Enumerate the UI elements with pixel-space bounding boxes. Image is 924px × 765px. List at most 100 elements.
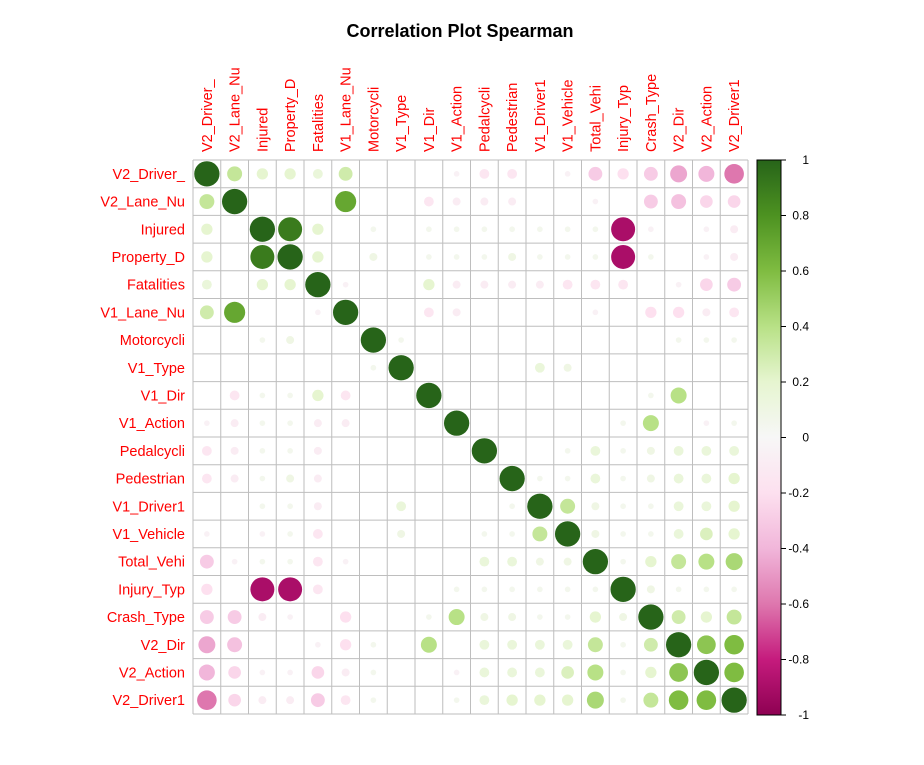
- correlation-circle: [729, 307, 740, 318]
- correlation-circle: [509, 586, 515, 593]
- correlation-circle: [509, 503, 515, 510]
- correlation-circle: [564, 475, 571, 482]
- colorbar-tick-label: -0.4: [788, 542, 809, 556]
- correlation-circle: [198, 636, 216, 654]
- correlation-circle: [535, 557, 544, 566]
- correlation-circle: [370, 641, 377, 648]
- colorbar-rect: [756, 159, 782, 716]
- correlation-circle: [443, 410, 470, 436]
- correlation-circle: [592, 309, 599, 316]
- row-label: Crash_Type: [107, 610, 185, 626]
- correlation-circle: [339, 611, 352, 623]
- correlation-circle: [646, 474, 655, 483]
- correlation-circle: [479, 667, 490, 678]
- correlation-circle: [312, 584, 323, 595]
- correlation-circle: [728, 472, 740, 485]
- correlation-circle: [537, 475, 543, 482]
- correlation-circle: [620, 475, 626, 482]
- correlation-circle: [312, 389, 324, 402]
- correlation-circle: [250, 244, 275, 269]
- correlation-circle: [731, 337, 737, 343]
- correlation-circle: [481, 586, 488, 593]
- correlation-circle: [313, 419, 322, 428]
- correlation-circle: [426, 614, 432, 620]
- correlation-circle: [730, 252, 739, 261]
- correlation-circle: [370, 226, 377, 233]
- correlation-circle: [284, 278, 296, 291]
- row-label: V1_Type: [128, 361, 185, 377]
- correlation-circle: [227, 166, 243, 182]
- correlation-circle: [698, 165, 715, 182]
- correlation-circle: [645, 306, 657, 319]
- correlation-circle: [643, 637, 658, 652]
- correlation-circle: [335, 190, 357, 213]
- correlation-circle: [259, 392, 266, 399]
- correlation-circle: [480, 280, 489, 289]
- row-label: V2_Driver_: [112, 167, 185, 183]
- correlation-circle: [562, 279, 573, 290]
- correlation-circle: [638, 604, 664, 630]
- correlation-circle: [731, 586, 737, 593]
- correlation-circle: [562, 639, 573, 650]
- column-label: Total_Vehi: [588, 85, 604, 152]
- correlation-circle: [648, 254, 654, 260]
- correlation-circle: [287, 531, 293, 537]
- correlation-circle: [703, 586, 710, 593]
- correlation-circle: [286, 336, 295, 345]
- correlation-circle: [507, 667, 518, 678]
- correlation-circle: [671, 194, 687, 210]
- correlation-circle: [312, 168, 323, 179]
- correlation-circle: [673, 529, 684, 539]
- correlation-circle: [620, 641, 626, 648]
- correlation-circle: [590, 279, 601, 290]
- correlation-circle: [201, 445, 212, 456]
- correlation-circle: [563, 363, 572, 372]
- correlation-circle: [590, 473, 601, 484]
- correlation-circle: [228, 693, 241, 707]
- column-label: V1_Dir: [422, 108, 438, 152]
- correlation-circle: [696, 690, 717, 710]
- correlation-circle: [537, 586, 543, 593]
- correlation-circle: [668, 690, 689, 710]
- correlation-circle: [670, 387, 687, 404]
- correlation-circle: [534, 362, 545, 373]
- column-label: V1_Vehicle: [561, 79, 577, 152]
- colorbar-tick-label: 1: [802, 153, 809, 167]
- row-label: Total_Vehi: [118, 555, 185, 571]
- column-label: V2_Dir: [672, 108, 688, 152]
- column-label: V2_Lane_Nu: [228, 67, 244, 152]
- correlation-circle: [592, 226, 599, 233]
- colorbar-tick-label: 0.2: [792, 375, 809, 389]
- correlation-circle: [645, 666, 657, 679]
- correlation-circle: [259, 448, 266, 454]
- colorbar-tick-label: 0: [802, 431, 809, 445]
- correlation-circle: [703, 226, 710, 233]
- correlation-circle: [259, 475, 266, 482]
- column-labels: V2_Driver_ V2_Lane_Nu Injured Property_D Fat…: [200, 67, 743, 152]
- correlation-circle: [643, 166, 658, 181]
- colorbar-tick-label: -0.6: [788, 597, 809, 611]
- correlation-circle: [259, 558, 266, 565]
- correlation-circles: [194, 161, 747, 713]
- correlation-circle: [259, 531, 266, 537]
- correlation-circle: [672, 306, 685, 319]
- correlation-circle: [231, 558, 238, 565]
- correlation-circle: [537, 614, 543, 620]
- correlation-circle: [426, 226, 432, 233]
- correlation-circle: [673, 445, 684, 456]
- correlation-circle: [620, 669, 626, 676]
- correlation-circle: [731, 420, 737, 426]
- correlation-circle: [645, 555, 657, 568]
- correlation-circle: [703, 337, 710, 343]
- correlation-circle: [277, 244, 303, 270]
- correlation-grid: [192, 159, 749, 715]
- colorbar-tick-label: -1: [798, 708, 809, 722]
- colorbar-tick-label: 0.4: [792, 320, 809, 334]
- correlation-circle: [287, 392, 293, 399]
- correlation-circle: [315, 309, 321, 316]
- correlation-circle: [201, 279, 212, 290]
- correlation-circle: [453, 171, 460, 177]
- correlation-circle: [453, 254, 460, 260]
- correlation-circle: [592, 198, 599, 205]
